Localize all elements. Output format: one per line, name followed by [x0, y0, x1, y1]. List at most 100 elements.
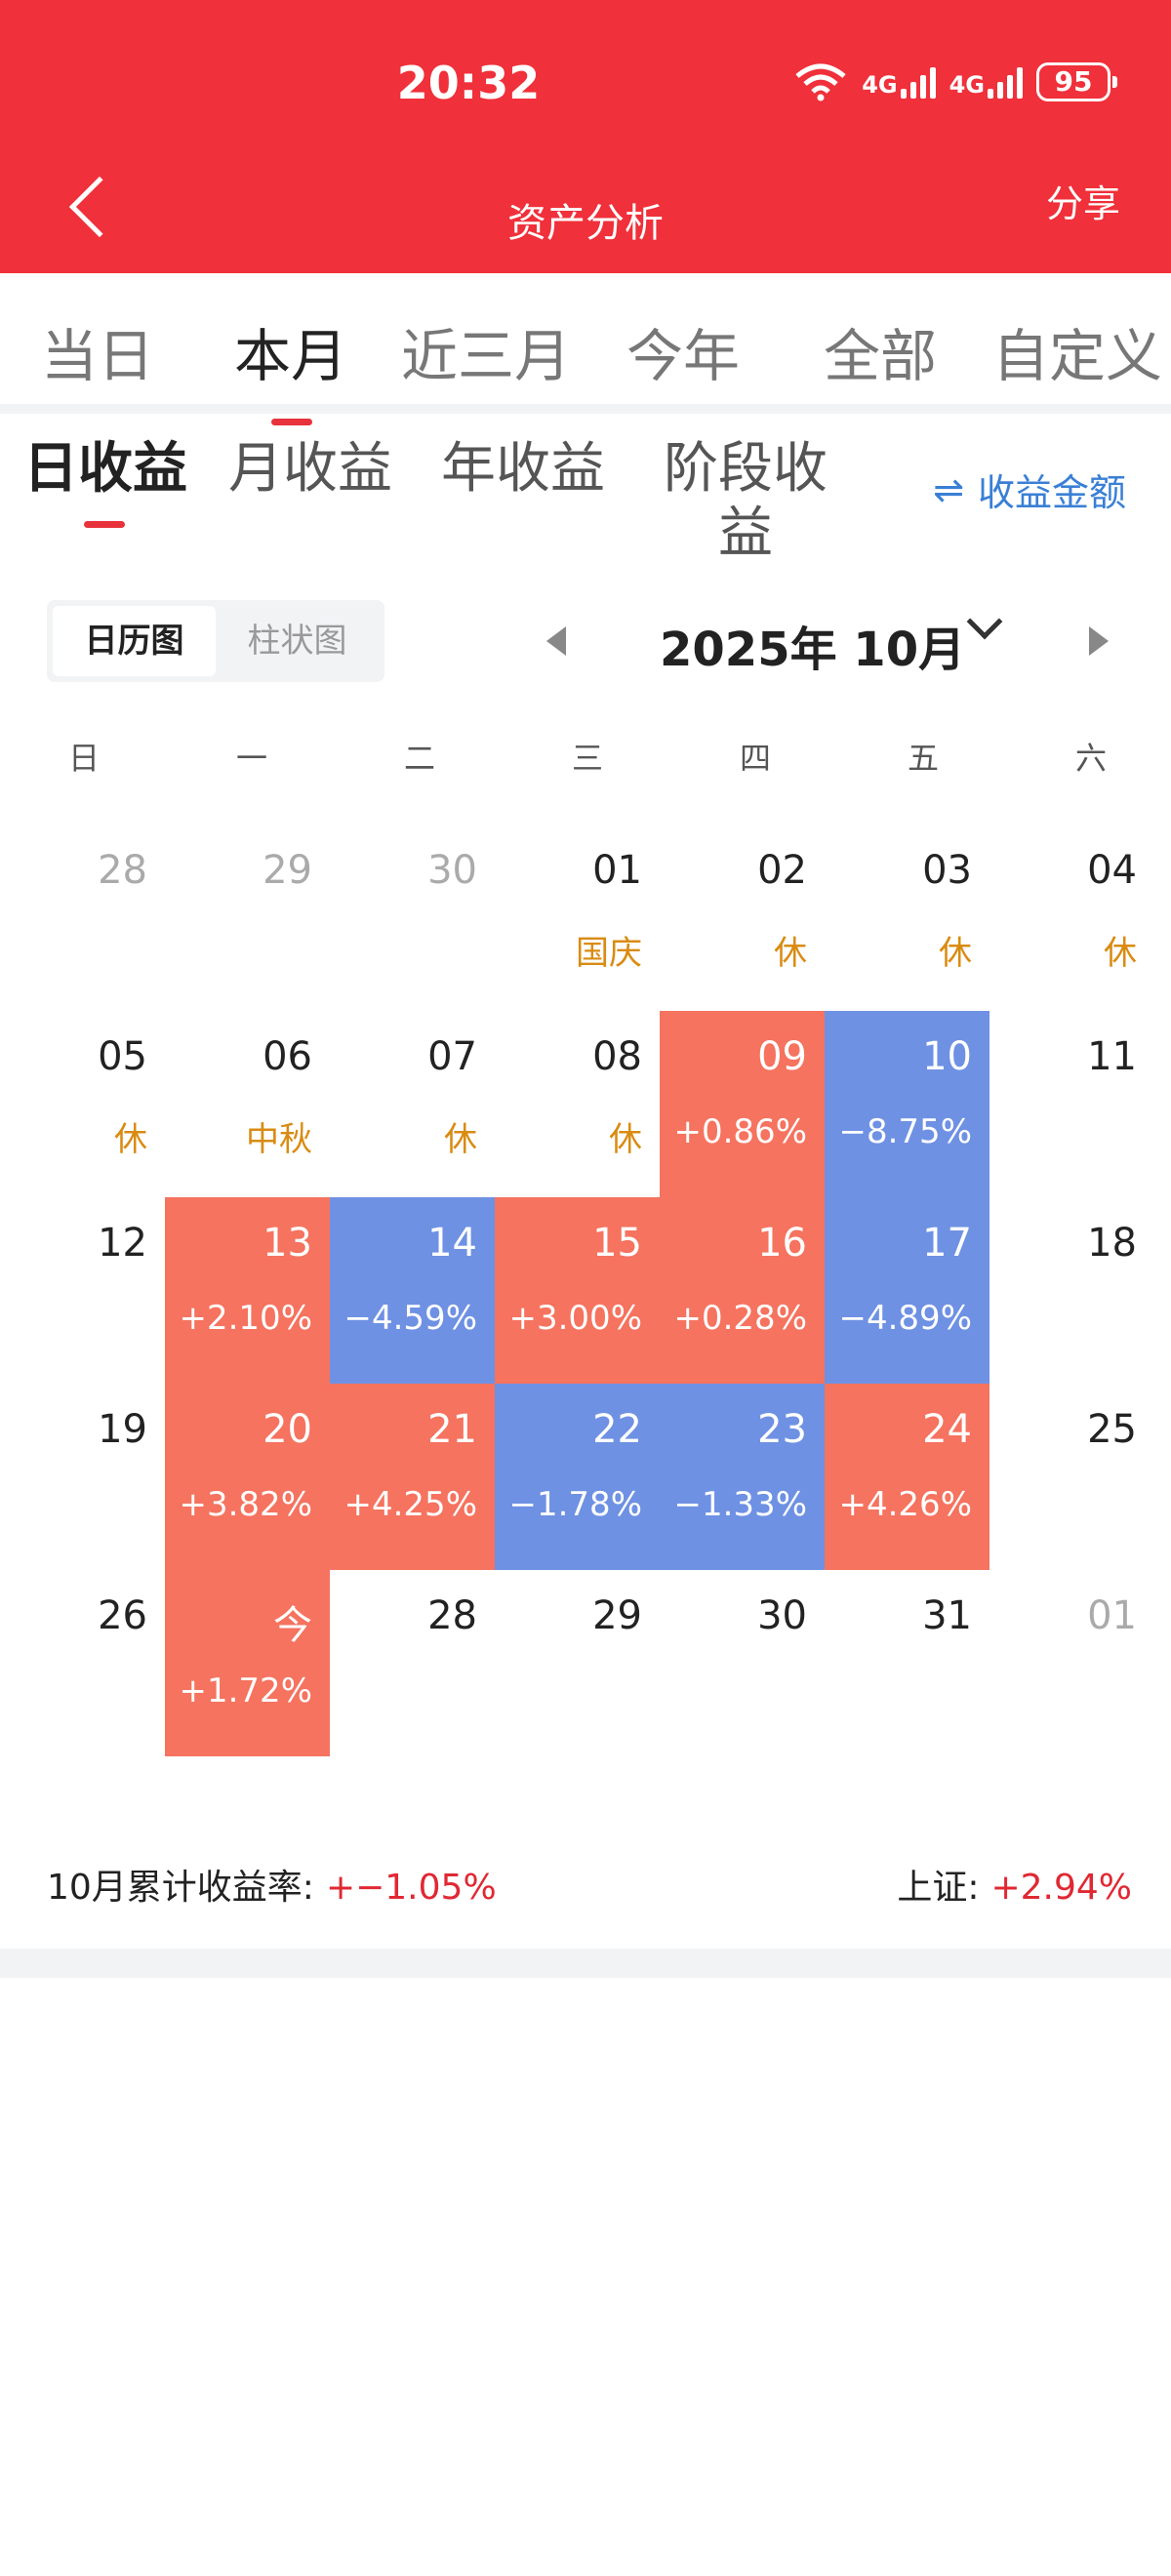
day-number: 23 [757, 1407, 807, 1452]
index-value: +2.94% [990, 1868, 1132, 1908]
divider [0, 404, 1171, 414]
calendar-day-cell[interactable]: 15 +3.00% [495, 1197, 660, 1384]
day-number: 01 [1087, 1593, 1137, 1638]
tab-this-month[interactable]: 本月 [193, 310, 388, 425]
view-toggle: 日历图 柱状图 [47, 600, 384, 682]
weekday-label: 日 [67, 740, 100, 777]
calendar-day-cell[interactable]: 17 −4.89% [825, 1197, 989, 1384]
daily-return: +4.26% [838, 1485, 973, 1524]
month-return-label: 10月累计收益率: [47, 1868, 314, 1908]
day-number: 26 [98, 1593, 147, 1638]
calendar-day-cell[interactable]: 09 +0.86% [660, 1011, 825, 1197]
toggle-amount-button[interactable]: ⇌ 收益金额 [933, 463, 1126, 516]
tab-three-months[interactable]: 近三月 [400, 323, 571, 389]
subtab-monthly[interactable]: 月收益 [228, 437, 392, 501]
day-number: 12 [98, 1221, 147, 1266]
calendar-day-cell[interactable]: 16 +0.28% [660, 1197, 825, 1384]
day-number: 07 [427, 1034, 477, 1079]
calendar-day-cell[interactable]: 29 [495, 1570, 660, 1756]
day-number: 09 [757, 1034, 807, 1079]
day-number: 08 [592, 1034, 642, 1079]
calendar-day-cell[interactable]: 06 中秋 [165, 1011, 330, 1197]
day-number: 17 [922, 1221, 972, 1266]
tab-this-year[interactable]: 今年 [626, 323, 740, 389]
tab-all[interactable]: 全部 [823, 323, 937, 389]
calendar-day-cell[interactable]: 11 [989, 1011, 1154, 1197]
calendar-day-cell[interactable]: 20 +3.82% [165, 1384, 330, 1570]
calendar-day-cell[interactable]: 28 [0, 825, 165, 1011]
daily-return: +3.82% [179, 1485, 313, 1524]
calendar-day-cell[interactable]: 05 休 [0, 1011, 165, 1197]
calendar-day-cell[interactable]: 02 休 [660, 825, 825, 1011]
month-return-value: +−1.05% [325, 1868, 497, 1908]
day-number: 28 [427, 1593, 477, 1638]
day-number: 02 [757, 848, 807, 893]
holiday-label: 休 [114, 1120, 147, 1159]
daily-return: +2.10% [179, 1299, 313, 1338]
calendar-day-cell[interactable]: 19 [0, 1384, 165, 1570]
calendar-day-cell[interactable]: 04 休 [989, 825, 1154, 1011]
app-header: 20:32 4G 4G 95 资产分析 分享 [0, 0, 1171, 273]
calendar-day-cell[interactable]: 22 −1.78% [495, 1384, 660, 1570]
subtab-period[interactable]: 阶段收益 [664, 437, 828, 565]
day-number: 05 [98, 1034, 147, 1079]
calendar-day-cell[interactable]: 30 [330, 825, 495, 1011]
calendar-day-cell[interactable]: 23 −1.33% [660, 1384, 825, 1570]
daily-return: −1.33% [673, 1485, 808, 1524]
calendar-day-cell[interactable]: 31 [825, 1570, 989, 1756]
calendar-day-cell[interactable]: 10 −8.75% [825, 1011, 989, 1197]
share-button[interactable]: 分享 [1045, 182, 1120, 225]
tab-today[interactable]: 当日 [40, 323, 154, 389]
calendar-day-cell[interactable]: 24 +4.26% [825, 1384, 989, 1570]
calendar-day-cell[interactable]: 14 −4.59% [330, 1197, 495, 1384]
daily-return: +0.28% [673, 1299, 808, 1338]
calendar-view-button[interactable]: 日历图 [53, 606, 216, 676]
calendar-day-cell[interactable]: 08 休 [495, 1011, 660, 1197]
calendar-day-cell[interactable]: 01 [989, 1570, 1154, 1756]
holiday-label: 国庆 [576, 934, 642, 973]
signal-2-label: 4G [949, 71, 985, 99]
weekday-label: 三 [571, 740, 603, 777]
calendar-day-cell[interactable]: 01 国庆 [495, 825, 660, 1011]
calendar-day-cell[interactable]: 今 +1.72% [165, 1570, 330, 1756]
calendar-day-cell[interactable]: 18 [989, 1197, 1154, 1384]
calendar-day-cell[interactable]: 07 休 [330, 1011, 495, 1197]
day-number: 04 [1087, 848, 1137, 893]
next-month-icon[interactable] [1089, 626, 1109, 656]
chevron-down-icon[interactable] [966, 603, 1003, 640]
subtab-yearly[interactable]: 年收益 [441, 437, 605, 501]
day-number: 今 [273, 1603, 312, 1648]
day-number: 06 [262, 1034, 312, 1079]
daily-return: +3.00% [508, 1299, 643, 1338]
calendar-day-cell[interactable]: 21 +4.25% [330, 1384, 495, 1570]
daily-return: +4.25% [343, 1485, 478, 1524]
calendar-day-cell[interactable]: 26 [0, 1570, 165, 1756]
calendar-day-cell[interactable]: 03 休 [825, 825, 989, 1011]
weekday-label: 二 [403, 740, 435, 777]
signal-1-label: 4G [862, 71, 898, 99]
index-label: 上证: [897, 1868, 980, 1908]
calendar-day-cell[interactable]: 29 [165, 825, 330, 1011]
day-number: 22 [592, 1407, 642, 1452]
status-icons: 4G 4G 95 [793, 62, 1117, 101]
calendar-day-cell[interactable]: 28 [330, 1570, 495, 1756]
prev-month-icon[interactable] [546, 626, 566, 656]
daily-return: −4.89% [838, 1299, 973, 1338]
status-time: 20:32 [396, 57, 541, 109]
daily-return: −8.75% [838, 1112, 973, 1151]
calendar-day-cell[interactable]: 25 [989, 1384, 1154, 1570]
day-number: 28 [98, 848, 147, 893]
calendar-day-cell[interactable]: 13 +2.10% [165, 1197, 330, 1384]
day-number: 25 [1087, 1407, 1137, 1452]
subtab-daily[interactable]: 日收益 [23, 437, 187, 501]
day-number: 29 [592, 1593, 642, 1638]
calendar-day-cell[interactable]: 12 [0, 1197, 165, 1384]
day-number: 14 [427, 1221, 477, 1266]
tab-custom[interactable]: 自定义 [991, 323, 1162, 389]
calendar-day-cell[interactable]: 30 [660, 1570, 825, 1756]
day-number: 10 [922, 1034, 972, 1079]
month-label[interactable]: 2025年 10月 [660, 623, 966, 677]
bar-view-button[interactable]: 柱状图 [247, 622, 347, 661]
signal-2-icon: 4G [949, 65, 1023, 99]
weekday-label: 一 [235, 740, 267, 777]
